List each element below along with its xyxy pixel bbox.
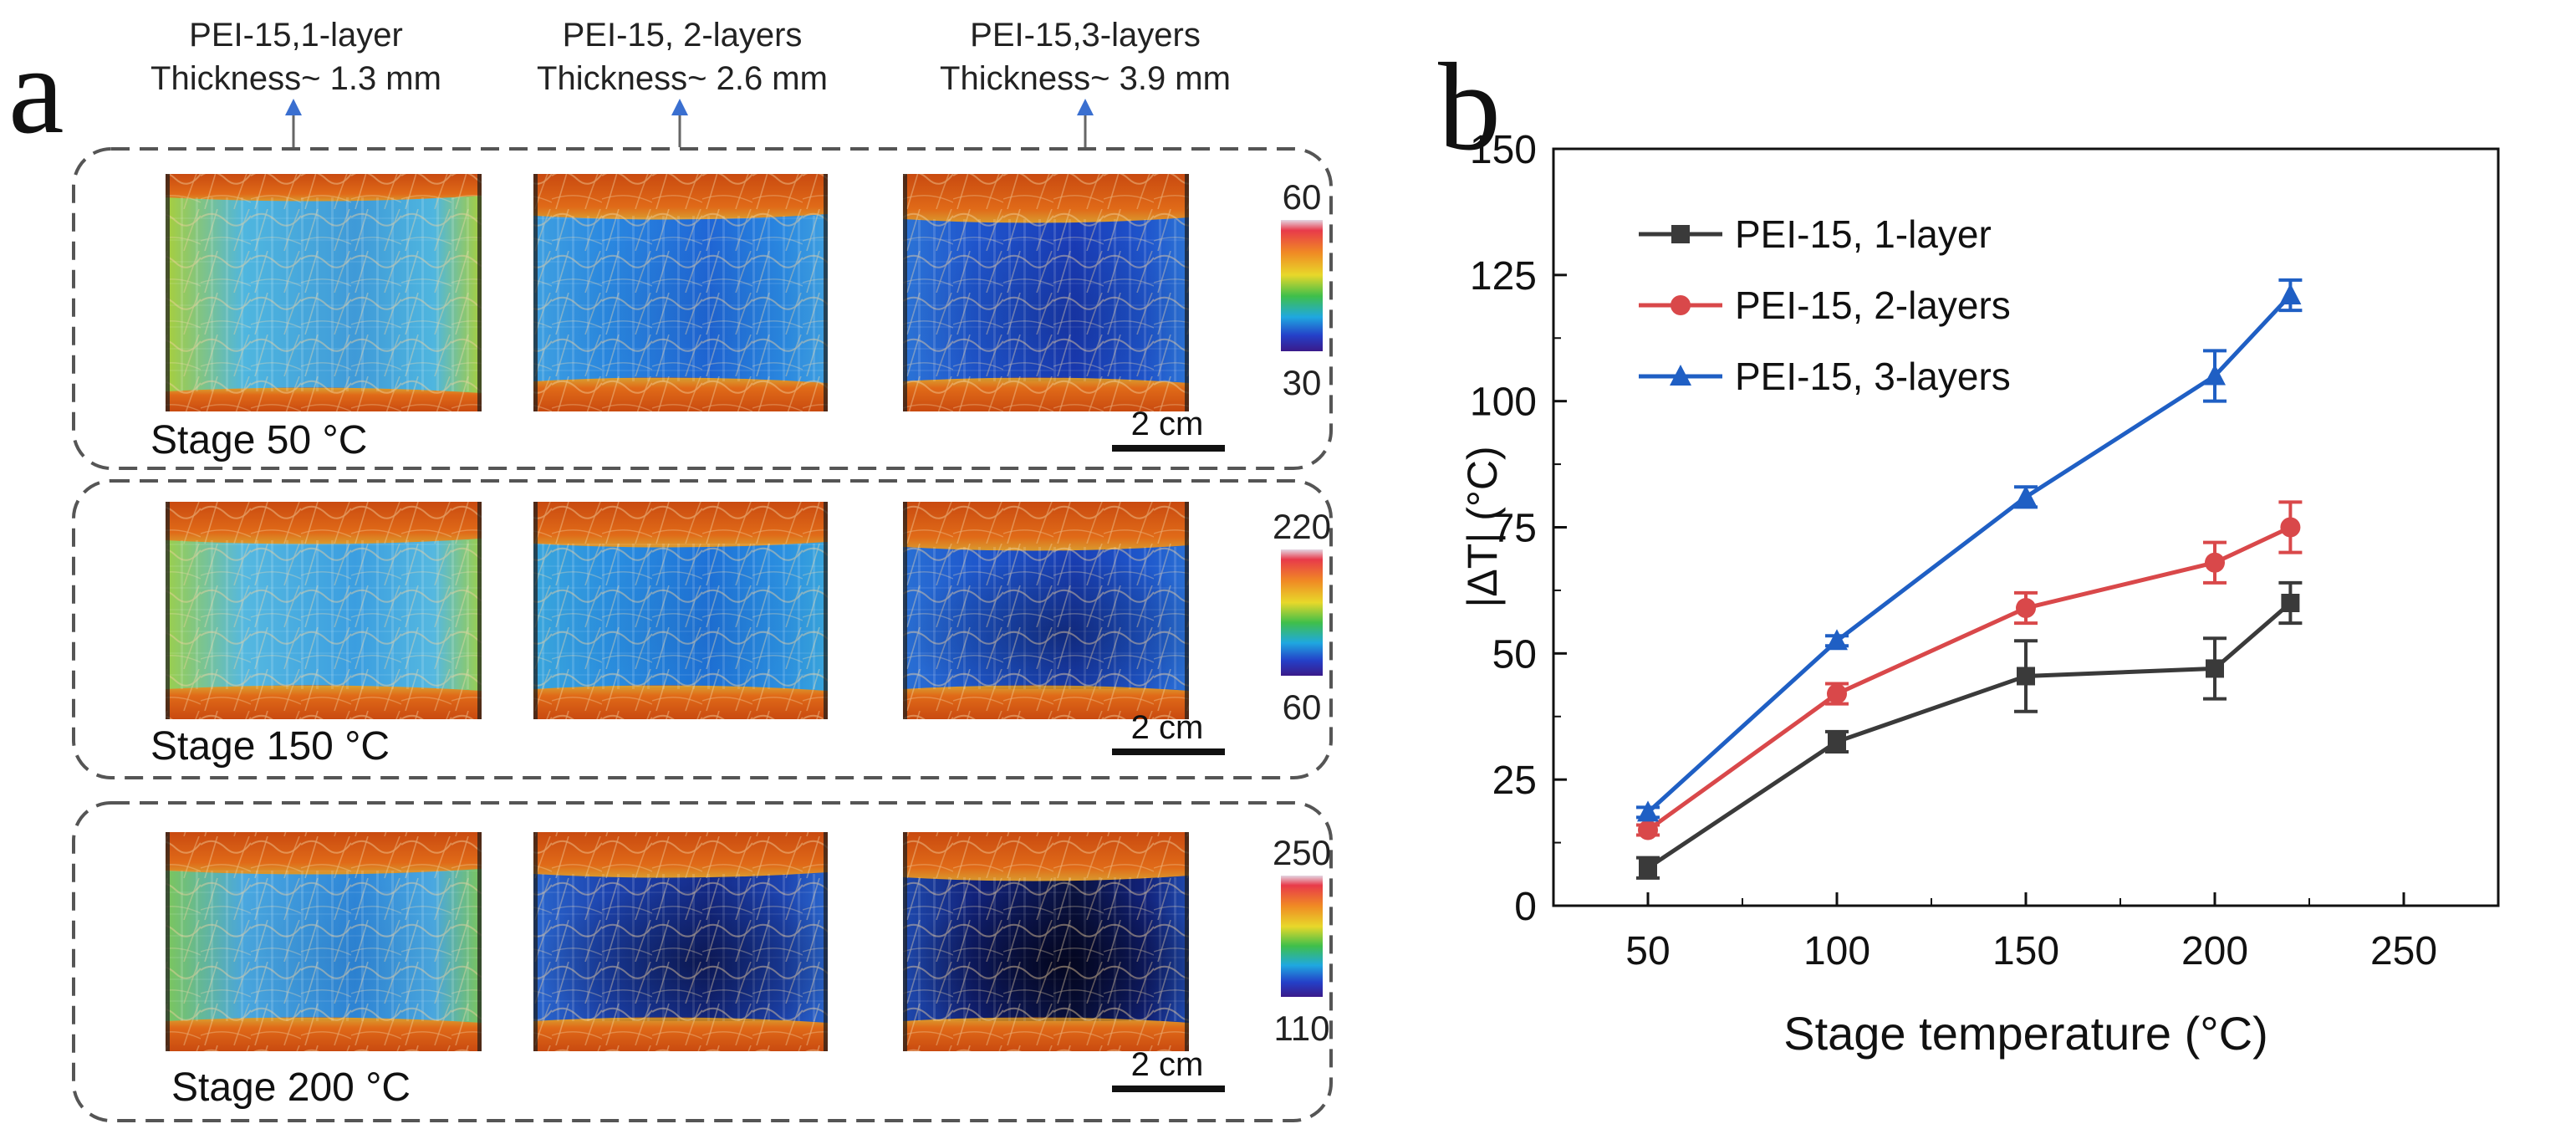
- data-series: [1636, 278, 2303, 880]
- x-tick-label: 200: [2181, 929, 2248, 973]
- y-tick-label: 25: [1492, 759, 1537, 803]
- data-point: [1639, 858, 1657, 877]
- data-point: [1828, 732, 1846, 751]
- sample-header-2: PEI-15, 2-layers Thickness~ 2.6 mm: [537, 17, 828, 147]
- thermal-row-2: 220 60 Stage 150 °C 2 cm: [72, 479, 1333, 779]
- series-line: [1646, 601, 2293, 870]
- data-point: [2015, 485, 2037, 507]
- sample-arrow-icon-3: [1077, 99, 1094, 115]
- series-3: [1636, 278, 2303, 822]
- sample-thickness-3: Thickness~ 3.9 mm: [940, 60, 1231, 97]
- x-tick-label: 150: [1992, 929, 2059, 973]
- legend-marker: [1671, 295, 1691, 315]
- sample-header-3: PEI-15,3-layers Thickness~ 3.9 mm: [940, 17, 1231, 147]
- data-point: [2204, 364, 2226, 386]
- thermal-row-3: 250 110 Stage 200 °C 2 cm: [72, 801, 1333, 1122]
- data-point: [2206, 659, 2224, 678]
- thermal-image-1-3: [903, 174, 1189, 411]
- scale-bar-label: 2 cm: [1131, 1046, 1204, 1083]
- data-point: [1827, 683, 1847, 704]
- thermal-image-2-2: [533, 502, 828, 719]
- plot-frame: [1552, 147, 2500, 907]
- scale-bar: [1112, 748, 1225, 755]
- series-1: [1636, 580, 2303, 880]
- sample-name-2: PEI-15, 2-layers: [563, 17, 803, 54]
- scale-bar-label: 2 cm: [1131, 406, 1204, 442]
- thermal-image-1-2: [533, 174, 828, 411]
- colorbar-min-label: 30: [1283, 363, 1322, 402]
- sample-thickness-1: Thickness~ 1.3 mm: [150, 60, 441, 97]
- thermal-image-1-1: [166, 174, 482, 411]
- x-axis: 50 100 150 200 250: [1553, 892, 2437, 973]
- thermal-image-2-1: [166, 502, 482, 719]
- colorbar: [1281, 876, 1323, 997]
- sample-arrow-icon-2: [671, 99, 688, 115]
- data-point: [1826, 629, 1848, 651]
- y-axis: 0 25 50 75 100 125 150: [1470, 128, 1567, 929]
- x-tick-label: 100: [1803, 929, 1870, 973]
- x-tick-label: 250: [2370, 929, 2437, 973]
- y-tick-label: 0: [1514, 885, 1537, 929]
- data-point: [2017, 667, 2035, 686]
- x-axis-label: Stage temperature (°C): [1783, 1007, 2268, 1060]
- thermal-image-2-3: [903, 502, 1189, 719]
- panel-b-letter: b: [1438, 38, 1501, 176]
- row-dashed-frame: [72, 479, 1333, 779]
- legend-marker: [1670, 365, 1691, 386]
- scale-bar: [1112, 1086, 1225, 1092]
- data-point: [2016, 598, 2036, 619]
- thermal-image-rows: 60 30 Stage 50 °C 2 cm 220 60 Stage 150 °C 2 cm…: [72, 147, 1333, 1122]
- stage-label: Stage 50 °C: [150, 418, 367, 462]
- thermal-image-3-1: [166, 832, 482, 1051]
- colorbar-min-label: 110: [1274, 1009, 1330, 1048]
- row-dashed-frame: [72, 147, 1333, 470]
- stage-label: Stage 150 °C: [150, 724, 390, 769]
- series-2: [1636, 500, 2303, 840]
- legend-label: PEI-15, 3-layers: [1735, 355, 2011, 398]
- sample-arrow-icon-1: [285, 99, 302, 115]
- legend-marker: [1671, 225, 1690, 243]
- colorbar-min-label: 60: [1283, 687, 1322, 727]
- y-tick-label: 150: [1470, 128, 1537, 172]
- sample-name-3: PEI-15,3-layers: [970, 17, 1201, 54]
- legend-entry-3: PEI-15, 3-layers: [1639, 355, 2011, 398]
- row-dashed-frame: [72, 801, 1333, 1122]
- sample-header-1: PEI-15,1-layer Thickness~ 1.3 mm: [150, 17, 441, 147]
- x-tick-label: 50: [1625, 929, 1670, 973]
- y-tick-label: 125: [1470, 254, 1537, 299]
- sample-name-1: PEI-15,1-layer: [189, 17, 403, 54]
- data-point: [2279, 283, 2302, 304]
- y-tick-label: 50: [1492, 632, 1537, 677]
- colorbar: [1281, 549, 1323, 676]
- thermal-row-1: 60 30 Stage 50 °C 2 cm: [72, 147, 1333, 470]
- sample-thickness-2: Thickness~ 2.6 mm: [537, 60, 828, 97]
- y-tick-label: 100: [1470, 381, 1537, 425]
- panel-a-letter: a: [8, 21, 64, 160]
- y-axis-label: |ΔT| (°C): [1459, 446, 1506, 607]
- thermal-image-3-3: [903, 832, 1189, 1051]
- data-point: [2280, 517, 2301, 538]
- colorbar-max-label: 60: [1283, 177, 1322, 217]
- legend-label: PEI-15, 2-layers: [1735, 284, 2011, 327]
- colorbar-max-label: 250: [1273, 833, 1331, 872]
- thermal-image-3-2: [533, 832, 828, 1051]
- legend-label: PEI-15, 1-layer: [1735, 212, 1992, 256]
- stage-label: Stage 200 °C: [171, 1065, 411, 1110]
- y-tick-label: 75: [1492, 507, 1537, 551]
- scale-bar: [1112, 445, 1225, 452]
- colorbar: [1281, 220, 1323, 351]
- series-line: [1646, 525, 2292, 832]
- data-point: [2281, 594, 2300, 612]
- colorbar-max-label: 220: [1273, 507, 1331, 546]
- scale-bar-label: 2 cm: [1131, 709, 1204, 746]
- delta-t-chart: 0 25 50 75 100 125 150 50 100 150 200 250 |ΔT| (°C…: [1459, 128, 2500, 1060]
- data-point: [2205, 552, 2225, 573]
- data-point: [1638, 820, 1658, 840]
- legend-entry-2: PEI-15, 2-layers: [1639, 284, 2011, 327]
- data-point: [1637, 800, 1659, 822]
- legend-entry-1: PEI-15, 1-layer: [1639, 212, 1992, 256]
- legend: PEI-15, 1-layer PEI-15, 2-layers PEI-15, 3…: [1639, 212, 2011, 398]
